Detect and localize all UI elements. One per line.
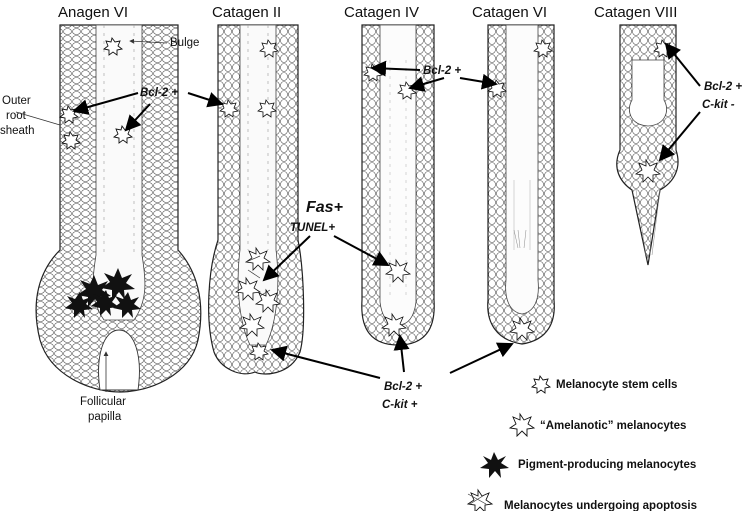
- stage-title-catagen-ii: Catagen II: [212, 4, 281, 21]
- svg-text:C-kit +: C-kit +: [382, 399, 418, 411]
- arrow-tunel-to-catagen-iv: [333, 235, 390, 266]
- follicle-catagen-vi: [487, 24, 555, 345]
- amelanotic-melanocyte-icon: [508, 412, 536, 438]
- bulge-pointer: [129, 38, 168, 44]
- svg-text:Bcl-2 +: Bcl-2 +: [704, 81, 742, 93]
- arrow-bcl2-to-catagen-iv-b: [408, 76, 445, 92]
- label-bulge: Bulge: [170, 37, 199, 49]
- follicle-catagen-ii: [208, 24, 305, 375]
- legend-item-amelanotic: “Amelanotic” melanocytes: [508, 412, 686, 438]
- legend-item-pigment: Pigment-producing melanocytes: [480, 452, 696, 478]
- svg-text:Melanocytes undergoing apoptos: Melanocytes undergoing apoptosis: [504, 500, 697, 511]
- legend-item-apoptosis: Melanocytes undergoing apoptosis: [466, 488, 697, 511]
- arrow-ckit-plus-to-catagen-iv: [393, 334, 410, 373]
- svg-text:C-kit -: C-kit -: [702, 99, 735, 111]
- label-bcl2-ckit-plus: Bcl-2 + C-kit +: [382, 381, 422, 411]
- apoptotic-melanocyte-icon: [466, 488, 494, 511]
- arrow-bcl2-to-catagen-iv-a: [370, 60, 421, 77]
- follicle-anagen-vi: [35, 24, 202, 393]
- svg-text:Outer: Outer: [2, 95, 31, 107]
- label-bcl2-ckit-minus: Bcl-2 + C-kit -: [702, 81, 742, 111]
- arrow-bcl2-to-catagen-ii: [187, 92, 224, 108]
- svg-text:root: root: [6, 110, 27, 122]
- arrow-bcl2-to-catagen-vi: [459, 73, 498, 90]
- pigment-melanocyte-icon: [480, 452, 509, 478]
- label-tunel-plus: TUNEL+: [290, 222, 335, 234]
- svg-text:Follicular: Follicular: [80, 396, 126, 408]
- stem-cell-icon: [530, 374, 552, 394]
- arrow-ckit-plus-to-catagen-ii: [270, 345, 381, 379]
- label-bcl2-middle: Bcl-2 +: [423, 65, 461, 77]
- stage-title-catagen-viii: Catagen VIII: [594, 4, 677, 21]
- svg-text:papilla: papilla: [88, 411, 122, 423]
- arrow-tunel-to-catagen-ii: [262, 235, 311, 282]
- svg-text:Bcl-2 +: Bcl-2 +: [384, 381, 422, 393]
- outer-root-sheath-pointer: [15, 111, 61, 126]
- follicle-catagen-viii: [616, 24, 679, 266]
- label-fas-plus: Fas+: [306, 199, 343, 216]
- arrow-ckit-plus-to-catagen-vi: [449, 342, 514, 374]
- label-follicular-papilla: Follicular papilla: [80, 396, 126, 423]
- label-bcl2-left: Bcl-2 +: [140, 87, 178, 99]
- svg-text:Pigment-producing melanocytes: Pigment-producing melanocytes: [518, 459, 696, 471]
- stage-title-anagen-vi: Anagen VI: [58, 4, 128, 21]
- legend: Melanocyte stem cells “Amelanotic” melan…: [466, 374, 697, 511]
- legend-item-stem-cells: Melanocyte stem cells: [530, 374, 677, 394]
- arrow-ckit-minus-b: [658, 111, 701, 162]
- arrow-bcl2-to-anagen-a: [72, 92, 139, 115]
- arrow-ckit-minus-a: [664, 42, 701, 87]
- svg-text:Melanocyte stem cells: Melanocyte stem cells: [556, 379, 677, 391]
- svg-text:“Amelanotic” melanocytes: “Amelanotic” melanocytes: [540, 420, 686, 432]
- arrow-bcl2-to-anagen-b: [124, 103, 151, 132]
- svg-text:sheath: sheath: [0, 125, 35, 137]
- stage-title-catagen-vi: Catagen VI: [472, 4, 547, 21]
- label-outer-root-sheath: Outer root sheath: [0, 95, 35, 137]
- stage-title-catagen-iv: Catagen IV: [344, 4, 419, 21]
